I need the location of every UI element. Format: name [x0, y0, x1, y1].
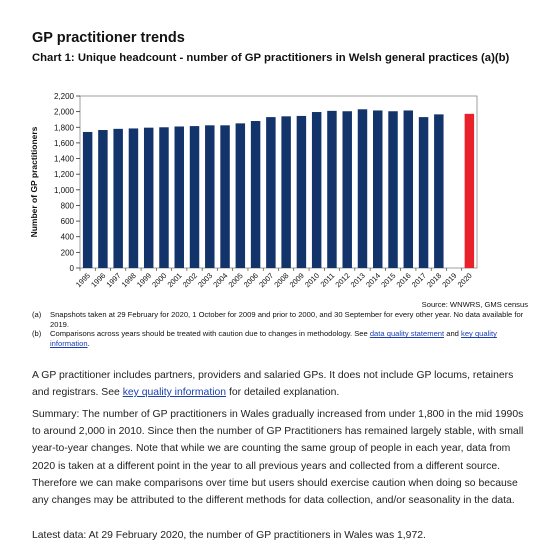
x-tick-label: 2001 [166, 271, 184, 289]
x-tick-label: 2015 [379, 271, 397, 289]
y-axis-title: Number of GP practitioners [29, 126, 39, 237]
x-tick-label: 2010 [303, 271, 321, 289]
definition-paragraph: A GP practitioner includes partners, pro… [32, 367, 524, 401]
data-quality-statement-link[interactable]: data quality statement [369, 329, 445, 339]
y-tick-label: 2,200 [54, 92, 75, 101]
x-tick-label: 2007 [257, 271, 275, 289]
bar-1996 [98, 130, 108, 268]
bar-1999 [143, 127, 154, 268]
bar-1997 [113, 128, 123, 268]
bar-2010 [311, 112, 322, 268]
x-tick-label: 2012 [333, 271, 351, 289]
note-a-tag: (a) [32, 310, 42, 320]
x-tick-label: 2014 [364, 271, 382, 289]
note-b-tag: (b) [32, 329, 42, 339]
x-tick-label: 2009 [288, 271, 306, 289]
x-tick-label: 1996 [89, 271, 107, 289]
note-b-and: and [444, 329, 462, 339]
chart-title: Chart 1: Unique headcount - number of GP… [32, 52, 510, 64]
bar-2005 [235, 123, 246, 268]
x-tick-label: 1998 [120, 271, 138, 289]
y-tick-label: 200 [61, 248, 75, 257]
x-tick-label: 2016 [395, 271, 413, 289]
x-tick-label: 2004 [211, 271, 229, 289]
summary-paragraph: Summary: The number of GP practitioners … [32, 409, 524, 507]
y-tick-label: 800 [61, 201, 75, 210]
key-quality-information-link[interactable]: key quality information [122, 387, 227, 399]
bar-1998 [128, 128, 139, 268]
x-tick-label: 1999 [135, 271, 153, 289]
y-tick-label: 600 [61, 217, 75, 226]
key-quality-information-link-note[interactable]: key quality information [50, 329, 497, 348]
bar-2007 [266, 117, 276, 268]
bar-2020 [464, 113, 475, 268]
note-b-end: . [87, 338, 90, 348]
y-tick-label: 0 [70, 264, 75, 273]
plot-frame [79, 95, 478, 269]
definition-text-end: for detailed explanation. [226, 387, 340, 399]
x-tick-label: 2006 [242, 271, 260, 289]
bar-2004 [220, 125, 230, 268]
bar-2006 [250, 121, 261, 268]
x-tick-label: 2017 [410, 271, 428, 289]
x-tick-label: 2013 [349, 271, 367, 289]
note-b: (b) Comparisons across years should be t… [32, 329, 532, 348]
bar-2003 [205, 125, 215, 268]
bar-2013 [357, 109, 368, 268]
bar-2012 [342, 111, 352, 268]
bar-2000 [159, 127, 169, 268]
bar-2008 [281, 116, 291, 268]
x-tick-label: 1997 [104, 271, 122, 289]
bar-2018 [434, 114, 444, 268]
y-tick-label: 400 [61, 233, 75, 242]
x-tick-label: 2018 [425, 271, 443, 289]
x-tick-label: 1995 [74, 271, 92, 289]
bar-2017 [418, 117, 429, 268]
y-tick-label: 1,200 [54, 170, 75, 179]
y-tick-label: 1,000 [54, 186, 75, 195]
x-tick-label: 2020 [456, 271, 474, 289]
x-tick-label: 2003 [196, 271, 214, 289]
bar-1995 [82, 131, 93, 268]
latest-data-paragraph: Latest data: At 29 February 2020, the nu… [32, 530, 426, 541]
x-tick-label: 2002 [181, 271, 199, 289]
note-a: (a) Snapshots taken at 29 February for 2… [32, 310, 532, 329]
y-tick-label: 1,800 [54, 123, 75, 132]
bar-2002 [189, 126, 200, 268]
x-tick-label: 2019 [440, 271, 458, 289]
note-b-text: Comparisons across years should be treat… [50, 329, 370, 339]
y-tick-label: 1,400 [54, 155, 75, 164]
bar-2015 [388, 111, 398, 268]
bar-2016 [403, 110, 414, 268]
definition-text: A GP practitioner includes partners, pro… [32, 370, 514, 399]
bar-2014 [373, 110, 383, 268]
note-a-text: Snapshots taken at 29 February for 2020,… [50, 310, 524, 329]
bar-2001 [174, 126, 184, 268]
y-tick-label: 2,000 [54, 108, 75, 117]
x-tick-label: 2000 [150, 271, 168, 289]
y-tick-label: 1,600 [54, 139, 75, 148]
x-tick-label: 2008 [272, 271, 290, 289]
bar-2009 [296, 115, 307, 268]
bar-chart: 0 200 400 600 800 1,000 1,200 1,400 1,600 1,800 2,… [29, 92, 478, 289]
bar-2011 [327, 110, 337, 268]
x-tick-label: 2011 [319, 271, 337, 289]
page-heading: GP practitioner trends [32, 30, 185, 46]
x-tick-label: 2005 [227, 271, 245, 289]
chart-notes: Source: WNWRS, GMS census (a) Snapshots … [32, 300, 532, 348]
chart-source: Source: WNWRS, GMS census [421, 300, 528, 309]
